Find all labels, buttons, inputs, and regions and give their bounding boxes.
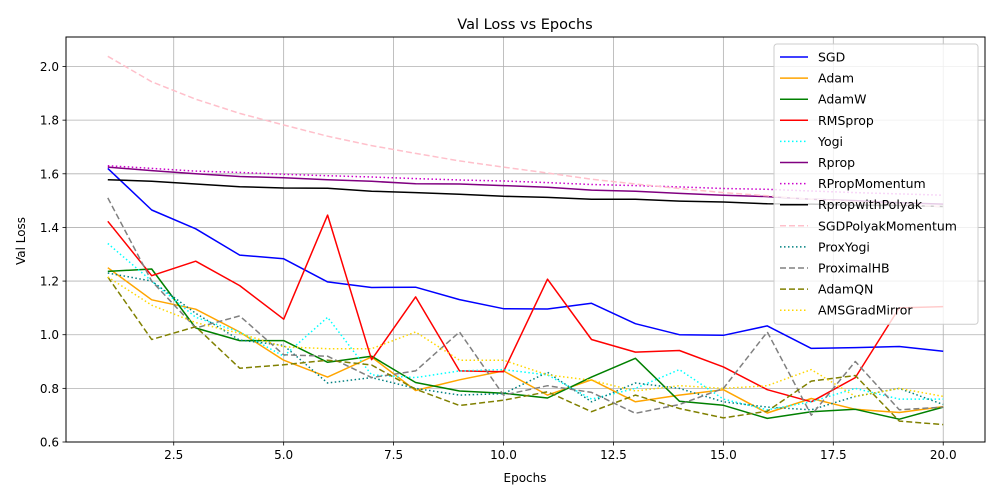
- x-tick-label: 15.0: [710, 448, 737, 462]
- legend-label: ProximalHB: [818, 261, 890, 276]
- series-line-proximalhb: [107, 197, 944, 416]
- legend-label: AdamW: [818, 92, 866, 107]
- chart-title: Val Loss vs Epochs: [457, 17, 592, 33]
- x-axis: 2.5 5.0 7.5 10.0 12.5 15.0 17.5 20.0: [164, 442, 957, 462]
- y-tick-label: 1.4: [40, 221, 59, 235]
- legend-label: RPropMomentum: [818, 176, 926, 191]
- legend-label: SGD: [818, 50, 845, 65]
- x-tick-label: 20.0: [930, 448, 957, 462]
- y-tick-label: 1.6: [40, 167, 59, 181]
- y-tick-label: 0.8: [40, 382, 59, 396]
- legend-label: Yogi: [817, 134, 843, 149]
- plot-frame: [65, 36, 986, 443]
- legend-label: RMSprop: [818, 113, 874, 128]
- y-tick-label: 1.2: [40, 275, 59, 289]
- legend-label: Rprop: [818, 155, 855, 170]
- x-tick-label: 5.0: [274, 448, 293, 462]
- legend-label: AdamQN: [818, 282, 873, 297]
- series-line-adam: [107, 267, 944, 414]
- x-tick-label: 12.5: [600, 448, 627, 462]
- legend-label: Adam: [818, 71, 854, 86]
- x-tick-label: 17.5: [820, 448, 847, 462]
- x-tick-label: 7.5: [384, 448, 403, 462]
- series-line-amsgradmirror: [107, 276, 944, 398]
- series-line-sgd: [107, 167, 944, 353]
- x-tick-label: 10.0: [490, 448, 517, 462]
- y-axis-label: Val Loss: [14, 217, 28, 265]
- legend-label: SGDPolyakMomentum: [818, 218, 957, 233]
- legend: SGD Adam AdamW RMSprop Yogi Rprop RPropMomentu…: [773, 43, 979, 325]
- y-tick-label: 0.6: [40, 436, 59, 450]
- series-line-yogi: [107, 242, 944, 411]
- legend-box: [773, 43, 979, 325]
- legend-label: ProxYogi: [818, 239, 870, 254]
- y-axis: 0.6 0.8 1.0 1.2 1.4 1.6 1.8 2.0: [40, 60, 66, 450]
- y-tick-label: 2.0: [40, 60, 59, 74]
- x-tick-label: 2.5: [164, 448, 183, 462]
- y-tick-label: 1.8: [40, 114, 59, 128]
- y-tick-label: 1.0: [40, 328, 59, 342]
- legend-label: RpropwithPolyak: [818, 197, 923, 212]
- x-axis-label: Epochs: [504, 471, 547, 485]
- series-line-adamqn: [107, 276, 944, 426]
- legend-label: AMSGradMirror: [818, 303, 913, 318]
